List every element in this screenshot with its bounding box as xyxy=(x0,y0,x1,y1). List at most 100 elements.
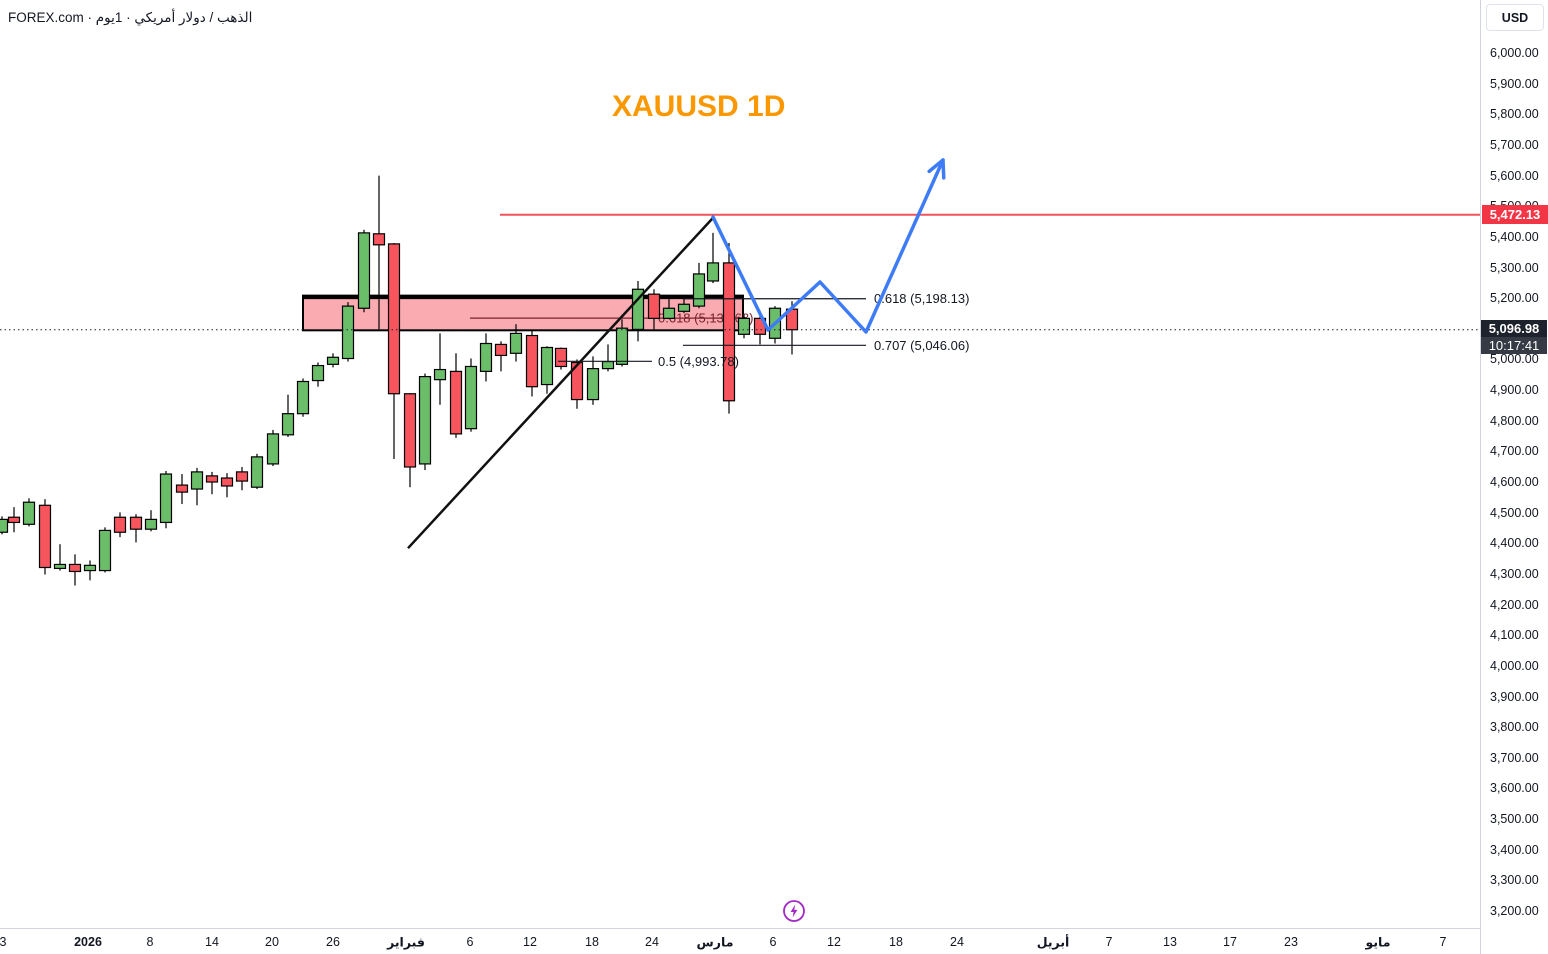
quick-action-lightning-button[interactable] xyxy=(782,899,806,923)
candle-body xyxy=(525,334,539,388)
candle-body xyxy=(615,327,629,365)
candle-body xyxy=(7,516,21,524)
chart-title-text[interactable]: XAUUSD 1D xyxy=(612,90,786,123)
time-tick-label: 8 xyxy=(146,935,154,949)
candle-body xyxy=(83,564,97,572)
price-tick-label: 4,500.00 xyxy=(1490,505,1539,520)
price-tick-label: 4,400.00 xyxy=(1490,536,1539,551)
time-tick-label: 18 xyxy=(585,935,599,949)
candle-body xyxy=(38,504,52,569)
current-price-value: 5,096.98 xyxy=(1481,319,1547,337)
price-tick-label: 3,600.00 xyxy=(1490,781,1539,796)
candle-body xyxy=(662,307,676,319)
candle-body xyxy=(296,380,310,415)
price-axis[interactable]: 6,000.00 5,900.00 5,800.00 5,700.00 5,600.00… xyxy=(1480,0,1548,954)
price-tick-label: 4,900.00 xyxy=(1490,383,1539,398)
lightning-bolt-icon xyxy=(783,900,805,922)
fib-level-label: 0.707 (5,046.06) xyxy=(874,338,969,353)
price-tick-label: 5,800.00 xyxy=(1490,107,1539,122)
price-tick-label: 4,100.00 xyxy=(1490,628,1539,643)
price-tick-label: 5,000.00 xyxy=(1490,352,1539,367)
price-tick-label: 4,600.00 xyxy=(1490,475,1539,489)
candle-body xyxy=(129,516,143,530)
candle-body xyxy=(144,518,158,530)
price-tick-label: 5,200.00 xyxy=(1490,291,1539,306)
symbol-legend[interactable]: الذهب / دولار أمريكي · 1يوم · FOREX.com xyxy=(8,10,252,26)
candle-body xyxy=(22,501,36,525)
current-price-label: 5,096.98 10:17:41 xyxy=(1481,319,1547,354)
candle-body xyxy=(449,370,463,435)
candle-body xyxy=(464,365,478,430)
time-tick-label: 20 xyxy=(265,935,279,949)
candle-body xyxy=(601,360,615,370)
candle-body xyxy=(0,518,9,533)
time-tick-label: 24 xyxy=(645,935,659,949)
price-tick-label: 3,800.00 xyxy=(1490,720,1539,735)
price-tick-label: 4,200.00 xyxy=(1490,597,1539,612)
candle-body xyxy=(494,343,508,357)
price-tick-label: 5,400.00 xyxy=(1490,229,1539,244)
price-tick-label: 4,700.00 xyxy=(1490,444,1539,459)
time-tick-label: 3 xyxy=(0,935,7,949)
candle-body xyxy=(509,332,523,354)
currency-button[interactable]: USD xyxy=(1486,4,1544,31)
price-tick-label: 4,800.00 xyxy=(1490,413,1539,428)
candle-body xyxy=(418,375,432,465)
time-tick-label: 13 xyxy=(1163,935,1177,949)
price-tick-label: 5,700.00 xyxy=(1490,137,1539,152)
candle-body xyxy=(706,262,720,282)
candle-body xyxy=(175,484,189,493)
time-tick-label: 12 xyxy=(827,935,841,949)
candle-body xyxy=(479,342,493,372)
price-tick-label: 3,500.00 xyxy=(1490,812,1539,827)
time-tick-label: 17 xyxy=(1223,935,1237,949)
bar-countdown: 10:17:41 xyxy=(1481,336,1547,354)
candle-body xyxy=(647,293,661,319)
time-tick-label: أبريل xyxy=(1036,935,1070,950)
price-tick-label: 5,900.00 xyxy=(1490,76,1539,91)
price-tick-label: 3,200.00 xyxy=(1490,904,1539,918)
time-tick-label: 23 xyxy=(1284,935,1298,949)
time-axis[interactable]: 3 2026 8 14 20 26 فبراير 6 12 18 24 مارس 6 12 18 24 أبري… xyxy=(0,928,1480,954)
candle-body xyxy=(190,471,204,490)
fib-level-label: 0.5 (4,993.78) xyxy=(658,354,739,369)
time-tick-label: 6 xyxy=(466,935,474,949)
candle-body xyxy=(159,473,173,524)
candle-body xyxy=(403,393,417,468)
candles-layer xyxy=(0,175,799,586)
candle-body xyxy=(433,368,447,381)
time-tick-label: مايو xyxy=(1365,935,1391,950)
candle-body xyxy=(326,356,340,365)
time-tick-label: 7 xyxy=(1105,935,1113,949)
candle-body xyxy=(586,368,600,401)
candle-body xyxy=(737,317,751,335)
candle-body xyxy=(631,288,645,330)
candle-body xyxy=(266,433,280,465)
candle-body xyxy=(53,563,67,570)
candle-body xyxy=(205,475,219,483)
candle-body xyxy=(113,516,127,533)
candle-body xyxy=(540,346,554,386)
alert-price-label[interactable]: 5,472.13 xyxy=(1482,205,1548,225)
price-tick-label: 5,300.00 xyxy=(1490,260,1539,275)
price-tick-label: 3,900.00 xyxy=(1490,689,1539,704)
fib-level-label: 0.618 (5,198.13) xyxy=(874,291,969,306)
time-tick-label: 6 xyxy=(769,935,777,949)
candle-body xyxy=(692,273,706,307)
time-tick-label: 12 xyxy=(523,935,537,949)
time-tick-label: مارس xyxy=(696,935,734,950)
time-tick-label: 18 xyxy=(889,935,903,949)
candle-body xyxy=(372,233,386,246)
candle-body xyxy=(250,456,264,488)
candle-body xyxy=(98,529,112,572)
trendline[interactable] xyxy=(407,217,714,550)
price-tick-label: 3,400.00 xyxy=(1490,842,1539,857)
projection-arrow[interactable] xyxy=(711,158,945,334)
time-tick-label: 24 xyxy=(950,935,964,949)
price-tick-label: 4,000.00 xyxy=(1490,658,1539,673)
time-tick-label: 26 xyxy=(326,935,340,949)
candle-body xyxy=(677,303,691,312)
candle-body xyxy=(357,232,371,309)
candle-body xyxy=(311,364,325,382)
